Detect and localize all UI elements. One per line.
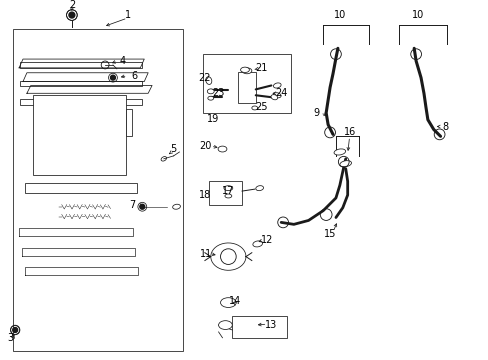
- Ellipse shape: [242, 68, 251, 74]
- Text: 12: 12: [261, 235, 273, 245]
- Bar: [33, 95, 125, 175]
- Ellipse shape: [172, 204, 180, 209]
- Bar: [20, 62, 142, 68]
- Text: 24: 24: [274, 88, 287, 98]
- Ellipse shape: [273, 93, 281, 98]
- Text: 16: 16: [343, 127, 355, 138]
- Ellipse shape: [207, 96, 213, 100]
- Text: 15: 15: [323, 229, 336, 239]
- Bar: [208, 181, 242, 205]
- Ellipse shape: [251, 106, 257, 110]
- Circle shape: [140, 204, 144, 209]
- Text: 20: 20: [199, 141, 212, 151]
- Text: 21: 21: [255, 63, 267, 73]
- Text: 18: 18: [198, 190, 211, 200]
- Text: 13: 13: [264, 320, 277, 330]
- Bar: [125, 109, 131, 136]
- Ellipse shape: [207, 89, 214, 94]
- Bar: [20, 99, 142, 105]
- Bar: [13, 29, 183, 351]
- Text: 2: 2: [69, 0, 75, 10]
- Text: 22: 22: [198, 73, 211, 83]
- Text: 10: 10: [411, 10, 424, 20]
- Ellipse shape: [218, 321, 232, 329]
- Text: 9: 9: [313, 108, 319, 118]
- Circle shape: [110, 75, 115, 80]
- Text: 8: 8: [442, 122, 447, 131]
- Text: 23: 23: [212, 88, 224, 98]
- Text: 10: 10: [333, 10, 346, 20]
- Bar: [232, 316, 286, 338]
- Circle shape: [13, 328, 18, 332]
- Ellipse shape: [255, 186, 263, 191]
- Text: 5: 5: [170, 144, 176, 154]
- Ellipse shape: [333, 149, 345, 155]
- Ellipse shape: [273, 83, 281, 88]
- Ellipse shape: [224, 186, 232, 190]
- Ellipse shape: [218, 146, 226, 152]
- Ellipse shape: [205, 77, 211, 85]
- Ellipse shape: [252, 241, 262, 247]
- Text: 1: 1: [124, 10, 130, 20]
- Text: 25: 25: [255, 102, 267, 112]
- Ellipse shape: [240, 67, 249, 72]
- Ellipse shape: [224, 194, 231, 198]
- Text: 7: 7: [129, 200, 135, 210]
- Bar: [20, 81, 142, 86]
- Ellipse shape: [339, 161, 351, 167]
- Text: 19: 19: [206, 114, 219, 124]
- Text: 3: 3: [7, 333, 13, 343]
- Text: 4: 4: [120, 56, 125, 66]
- Text: 6: 6: [131, 71, 137, 81]
- Text: 17: 17: [222, 186, 234, 196]
- Ellipse shape: [270, 95, 277, 100]
- Circle shape: [69, 12, 75, 18]
- Bar: [238, 72, 255, 103]
- Bar: [25, 183, 137, 193]
- Text: 14: 14: [228, 296, 241, 306]
- Bar: [203, 54, 290, 113]
- Ellipse shape: [161, 157, 166, 161]
- Ellipse shape: [220, 298, 236, 307]
- Text: 11: 11: [199, 249, 212, 259]
